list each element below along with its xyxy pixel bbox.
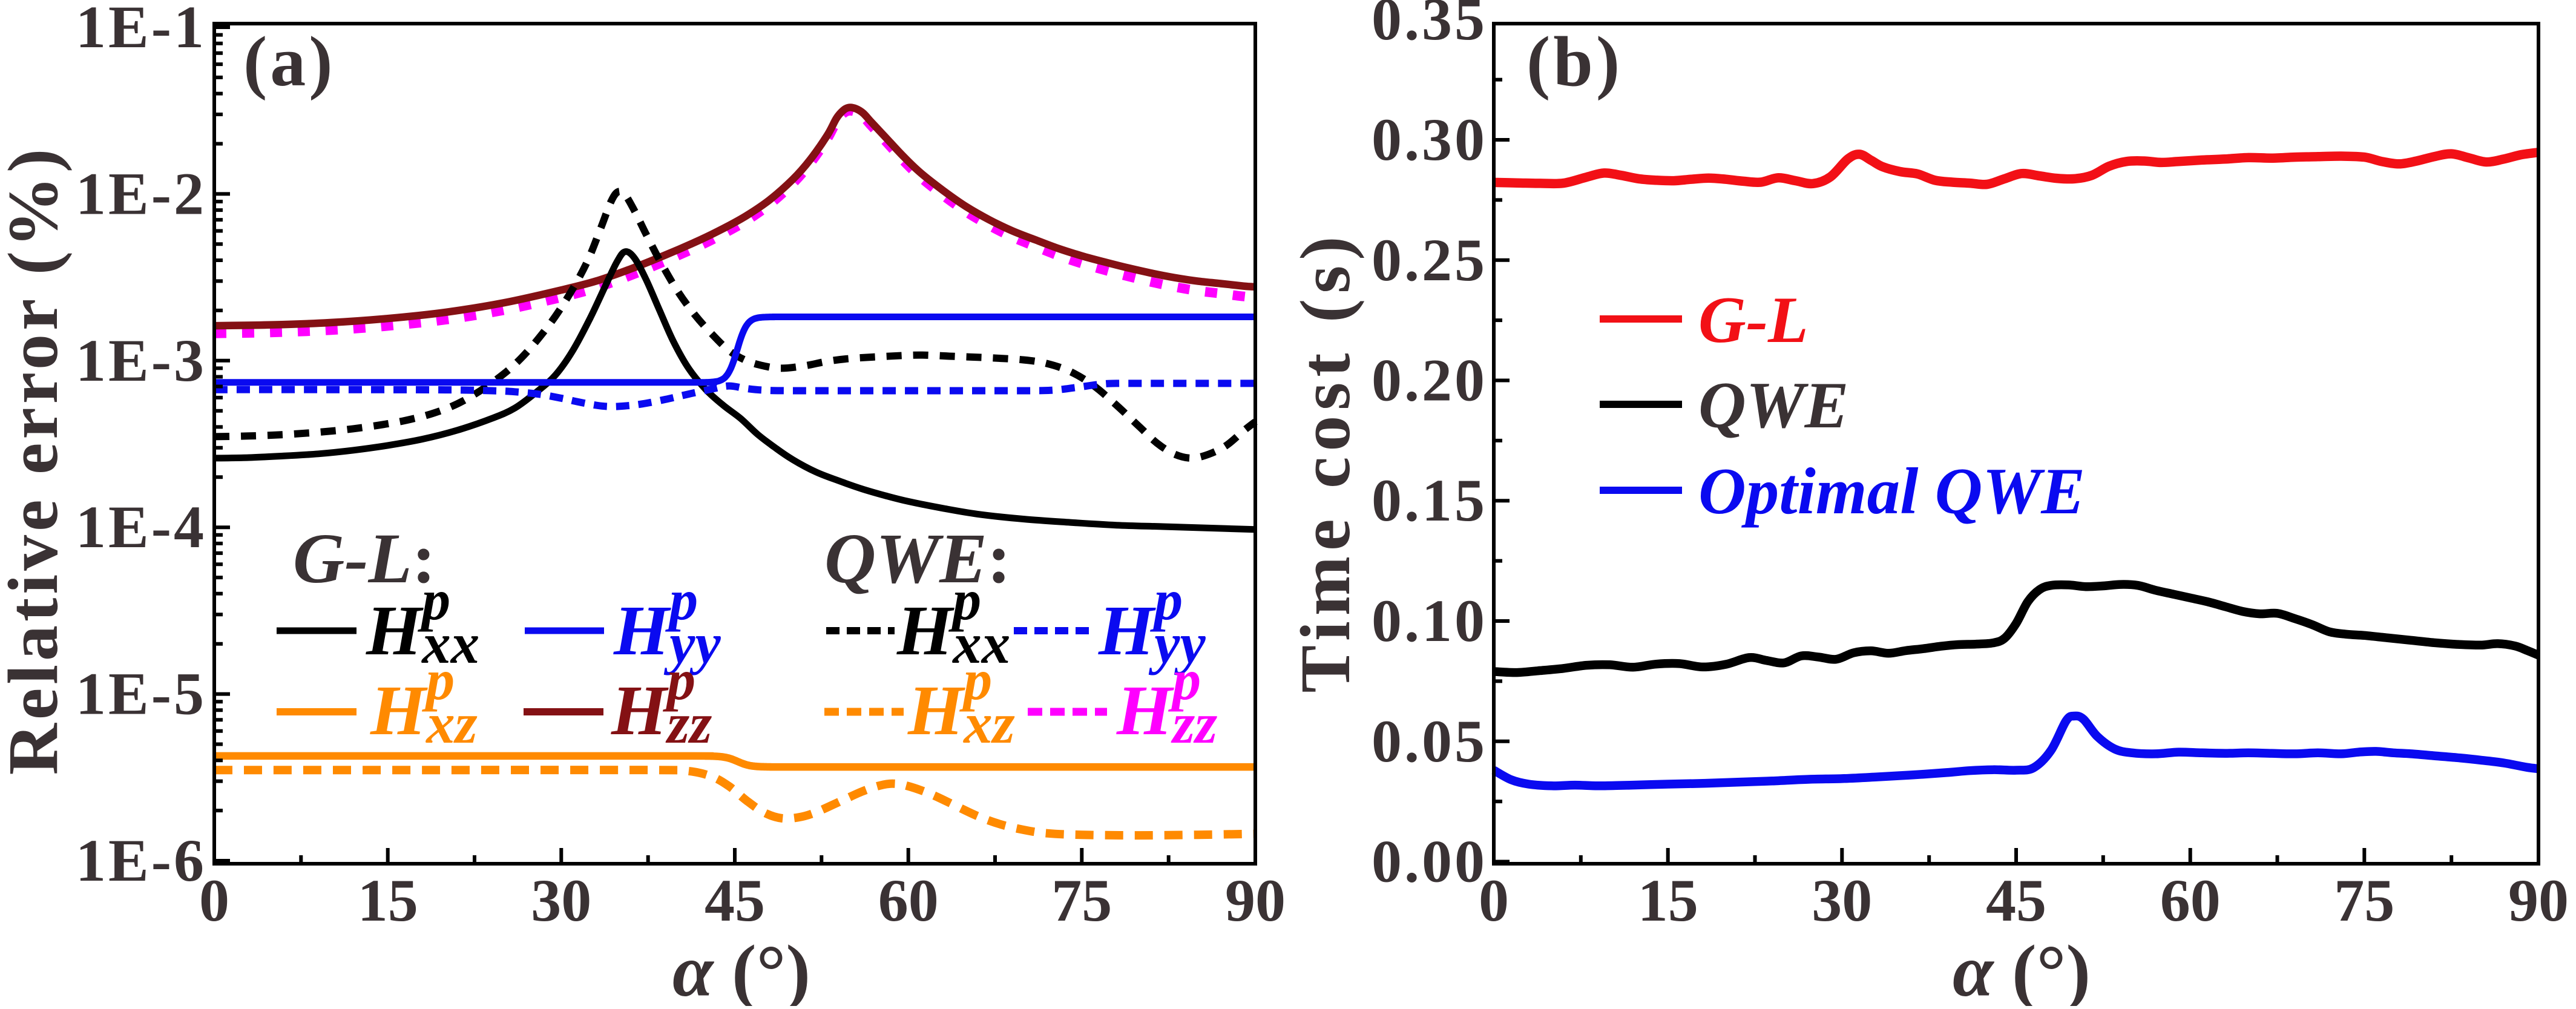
- svg-text:15: 15: [358, 867, 418, 934]
- svg-text:90: 90: [1225, 867, 1286, 934]
- svg-text:1E-3: 1E-3: [76, 327, 206, 394]
- svg-text:(a): (a): [243, 22, 336, 101]
- svg-text:(b): (b): [1526, 22, 1623, 101]
- svg-text:60: 60: [2160, 867, 2221, 934]
- svg-text:Relative error (%): Relative error (%): [0, 145, 73, 775]
- svg-text:1E-5: 1E-5: [76, 660, 206, 728]
- svg-text:α (°): α (°): [1953, 930, 2091, 1006]
- svg-text:0.30: 0.30: [1372, 106, 1487, 173]
- svg-text:75: 75: [1051, 867, 1112, 934]
- svg-text:45: 45: [1986, 867, 2046, 934]
- svg-text:75: 75: [2334, 867, 2394, 934]
- svg-text:G-L: G-L: [1698, 283, 1809, 357]
- svg-text:15: 15: [1638, 867, 1698, 934]
- svg-text:0.15: 0.15: [1372, 467, 1487, 534]
- svg-text:1E-2: 1E-2: [76, 160, 206, 227]
- svg-text:0.05: 0.05: [1372, 708, 1487, 775]
- svg-text:0: 0: [199, 867, 229, 934]
- svg-text:0.00: 0.00: [1372, 828, 1487, 895]
- svg-text:0.35: 0.35: [1372, 0, 1487, 53]
- svg-text:0.20: 0.20: [1372, 347, 1487, 414]
- svg-text:1E-1: 1E-1: [76, 0, 206, 61]
- svg-text:45: 45: [705, 867, 765, 934]
- svg-text:30: 30: [1812, 867, 1872, 934]
- svg-text:α (°): α (°): [672, 930, 810, 1006]
- svg-text:Time cost (s): Time cost (s): [1286, 231, 1365, 692]
- svg-text:0.25: 0.25: [1372, 226, 1487, 294]
- svg-text:90: 90: [2508, 867, 2569, 934]
- svg-text:0: 0: [1479, 867, 1509, 934]
- svg-text:1E-6: 1E-6: [76, 827, 206, 894]
- svg-text:QWE: QWE: [1698, 369, 1848, 442]
- svg-text:0.10: 0.10: [1372, 587, 1487, 654]
- svg-text:Optimal QWE: Optimal QWE: [1698, 455, 2085, 528]
- svg-text:30: 30: [531, 867, 591, 934]
- svg-text:G-L:: G-L:: [293, 519, 436, 598]
- svg-text:1E-4: 1E-4: [76, 493, 206, 560]
- svg-text:QWE:: QWE:: [824, 519, 1011, 598]
- svg-text:60: 60: [878, 867, 939, 934]
